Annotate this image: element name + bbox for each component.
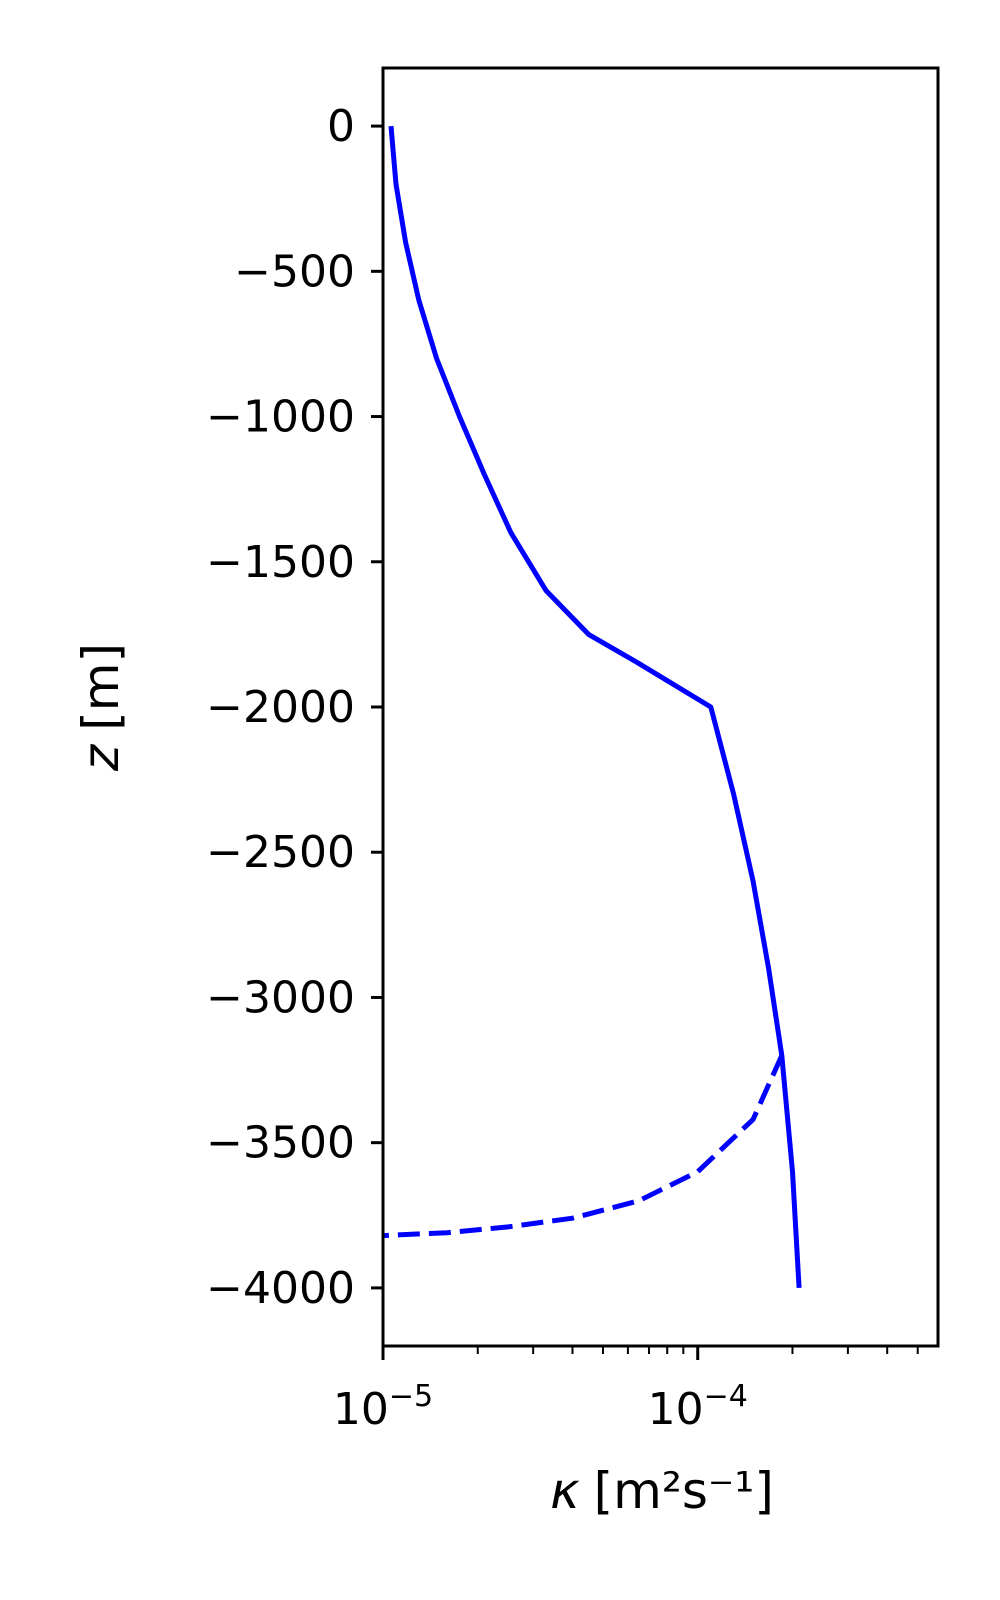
x-axis-ticks: 10−5 10−4 xyxy=(333,1346,748,1435)
x-tick-label: 10−5 xyxy=(333,1379,433,1435)
x-axis-unit: [m²s⁻¹] xyxy=(594,1462,774,1520)
y-tick-label: −3000 xyxy=(206,972,355,1023)
y-axis-unit: [m] xyxy=(72,643,130,731)
y-tick-label: −4000 xyxy=(206,1263,355,1314)
y-axis-symbol: z xyxy=(72,743,130,772)
y-axis-ticks: 0 −500 −1000 −1500 −2000 −2500 −3000 −3500 −4000 xyxy=(206,101,383,1314)
y-tick-label: −3500 xyxy=(206,1118,355,1169)
y-tick-label: −2000 xyxy=(206,682,355,733)
x-axis-minor-ticks xyxy=(476,1346,919,1354)
y-axis-label: z [m] xyxy=(72,643,130,772)
y-tick-label: 0 xyxy=(327,101,355,152)
y-tick-label: −1500 xyxy=(206,537,355,588)
series-line-dashed xyxy=(382,1054,785,1239)
x-axis-label: κ [m²s⁻¹] xyxy=(550,1462,774,1520)
y-tick-label: −500 xyxy=(234,246,355,297)
x-axis-symbol: κ xyxy=(550,1462,580,1520)
y-tick-label: −2500 xyxy=(206,827,355,878)
plot-frame xyxy=(381,66,940,1348)
series-layer xyxy=(382,125,802,1289)
y-tick-label: −1000 xyxy=(206,392,355,443)
series-line-solid xyxy=(388,125,802,1289)
x-tick-label: 10−4 xyxy=(648,1379,748,1435)
